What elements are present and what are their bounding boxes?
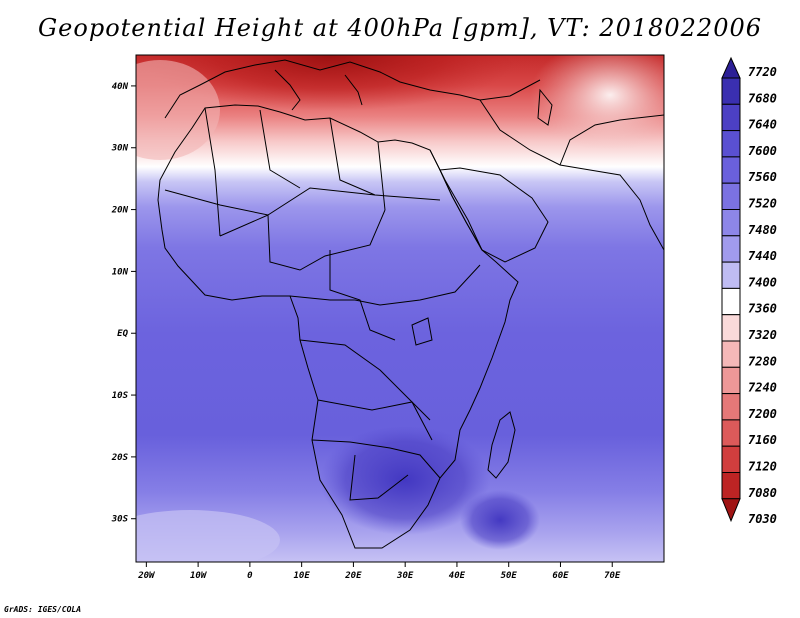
colorbar-swatch xyxy=(721,261,741,289)
credit-text: GrADS: IGES/COLA xyxy=(4,605,82,614)
colorbar-label: 7640 xyxy=(748,118,777,132)
longitude-axis: 20W 10W 0 10E 20E 30E 40E 50E 60E 70E xyxy=(137,562,621,581)
lon-tick-label: 10W xyxy=(190,571,208,581)
colorbar-label: 7360 xyxy=(748,302,777,316)
plot-frame xyxy=(135,54,665,563)
colorbar-bottom-arrow xyxy=(721,498,741,523)
colorbar-swatch xyxy=(721,287,741,316)
colorbar-top-arrow xyxy=(721,56,741,79)
lat-tick-label: 40N xyxy=(112,82,129,92)
colorbar-label: 7030 xyxy=(748,512,777,526)
colorbar-swatch xyxy=(721,340,741,368)
lon-tick-label: 20E xyxy=(344,571,362,581)
lon-tick-label: 50E xyxy=(501,571,518,581)
colorbar-swatch xyxy=(721,472,741,500)
colorbar-label: 7200 xyxy=(748,407,777,421)
page-title: Geopotential Height at 400hPa [gpm], VT:… xyxy=(38,14,762,42)
lon-tick-label: 70E xyxy=(604,571,621,581)
colorbar-swatch xyxy=(721,393,741,421)
lon-tick-label: 60E xyxy=(552,571,569,581)
colorbar-label: 7520 xyxy=(748,197,777,211)
height-field xyxy=(136,55,664,562)
colorbar-label: 7120 xyxy=(748,460,777,474)
coastlines xyxy=(157,59,664,549)
lat-tick-label: 10N xyxy=(112,267,129,277)
lon-tick-label: 40E xyxy=(449,571,466,581)
colorbar-label: 7600 xyxy=(748,144,777,158)
colorbar-swatch xyxy=(721,156,741,184)
lon-tick-label: 10E xyxy=(294,571,311,581)
latitude-axis: 40N 30N 20N 10N EQ 10S 20S 30S xyxy=(111,82,136,525)
lon-tick-label: 20W xyxy=(137,571,156,581)
colorbar-label: 7400 xyxy=(748,275,777,289)
colorbar-swatch xyxy=(721,445,741,474)
colorbar-swatch xyxy=(721,366,741,395)
lat-tick-label: EQ xyxy=(117,329,128,339)
lat-tick-label: 30S xyxy=(111,515,129,525)
colorbar-label: 7440 xyxy=(748,249,777,263)
lat-tick-label: 20N xyxy=(111,206,129,216)
colorbar-swatch xyxy=(721,182,741,210)
lat-tick-label: 20S xyxy=(111,453,129,463)
colorbar: 7720 7680 7640 7600 7560 7520 7480 7440 7400 7360… xyxy=(721,56,777,526)
colorbar-label: 7560 xyxy=(748,170,777,184)
lon-tick-label: 30E xyxy=(396,571,414,581)
lat-tick-label: 30N xyxy=(111,144,129,154)
colorbar-label: 7320 xyxy=(748,328,777,342)
colorbar-label: 7160 xyxy=(748,433,777,447)
colorbar-swatch xyxy=(721,130,741,158)
colorbar-label: 7480 xyxy=(748,223,777,237)
colorbar-label: 7080 xyxy=(748,486,777,500)
colorbar-swatch xyxy=(721,77,741,105)
colorbar-swatch xyxy=(721,235,741,263)
colorbar-swatch xyxy=(721,314,741,342)
colorbar-label: 7240 xyxy=(748,381,777,395)
lat-tick-label: 10S xyxy=(112,391,129,401)
colorbar-swatch xyxy=(721,103,741,132)
colorbar-label: 7680 xyxy=(748,91,777,105)
colorbar-label: 7720 xyxy=(748,65,777,79)
colorbar-label: 7280 xyxy=(748,354,777,368)
lon-tick-label: 0 xyxy=(247,571,253,581)
colorbar-swatch xyxy=(721,209,741,237)
colorbar-swatch xyxy=(721,419,741,447)
